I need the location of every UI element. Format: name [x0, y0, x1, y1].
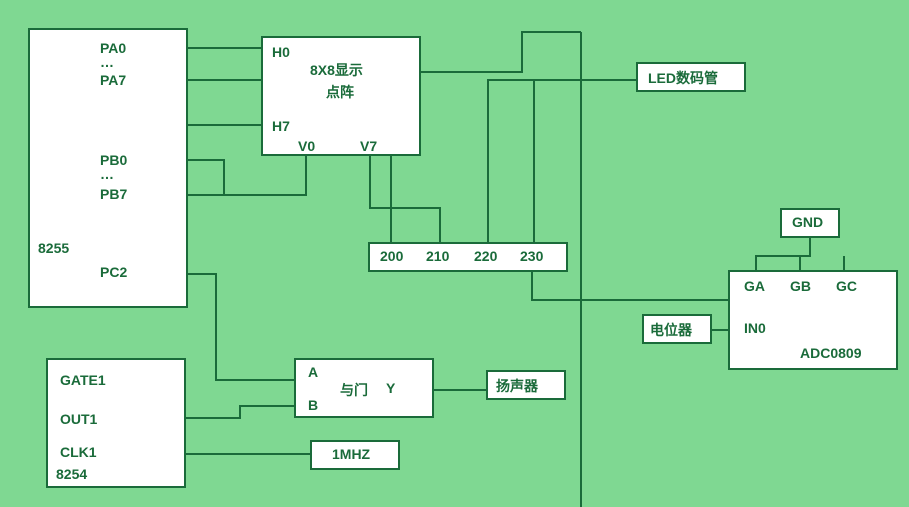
- label-out1: OUT1: [60, 411, 97, 427]
- label-h0: H0: [272, 44, 290, 60]
- label-y: Y: [386, 380, 395, 396]
- label-pa7: PA7: [100, 72, 126, 88]
- wire-18: [532, 272, 728, 300]
- label-v0: V0: [298, 138, 315, 154]
- label-h7: H7: [272, 118, 290, 134]
- label-l8255: 8255: [38, 240, 69, 256]
- wire-5: [370, 156, 440, 242]
- label-mhz: 1MHZ: [332, 446, 370, 462]
- label-pot: 电位器: [650, 320, 692, 340]
- label-ga: GA: [744, 278, 765, 294]
- label-clk1: CLK1: [60, 444, 97, 460]
- label-led: LED数码管: [648, 68, 718, 88]
- label-p230: 230: [520, 248, 543, 264]
- label-spk: 扬声器: [496, 376, 538, 396]
- label-gnd: GND: [792, 214, 823, 230]
- label-gc: GC: [836, 278, 857, 294]
- label-dots2: …: [100, 166, 114, 182]
- label-gb: GB: [790, 278, 811, 294]
- label-pc2: PC2: [100, 264, 127, 280]
- wire-7: [488, 80, 636, 242]
- label-dots1: …: [100, 54, 114, 70]
- wire-12: [756, 238, 810, 270]
- diagram-canvas: PA0…PA7PB0…PB78255PC2H0H7V0V78X8显示点阵LED数…: [0, 0, 909, 507]
- label-p220: 220: [474, 248, 497, 264]
- wire-3: [188, 156, 306, 195]
- label-pb7: PB7: [100, 186, 127, 202]
- label-a: A: [308, 364, 318, 380]
- label-disp1: 8X8显示: [310, 60, 363, 80]
- label-b: B: [308, 397, 318, 413]
- wire-9: [186, 406, 294, 418]
- label-l8254: 8254: [56, 466, 87, 482]
- label-p200: 200: [380, 248, 403, 264]
- label-gate1: GATE1: [60, 372, 106, 388]
- label-disp2: 点阵: [326, 82, 354, 102]
- label-in0: IN0: [744, 320, 766, 336]
- label-v7: V7: [360, 138, 377, 154]
- label-andg: 与门: [340, 380, 368, 400]
- wire-8: [186, 274, 294, 380]
- label-adc: ADC0809: [800, 345, 861, 361]
- label-p210: 210: [426, 248, 449, 264]
